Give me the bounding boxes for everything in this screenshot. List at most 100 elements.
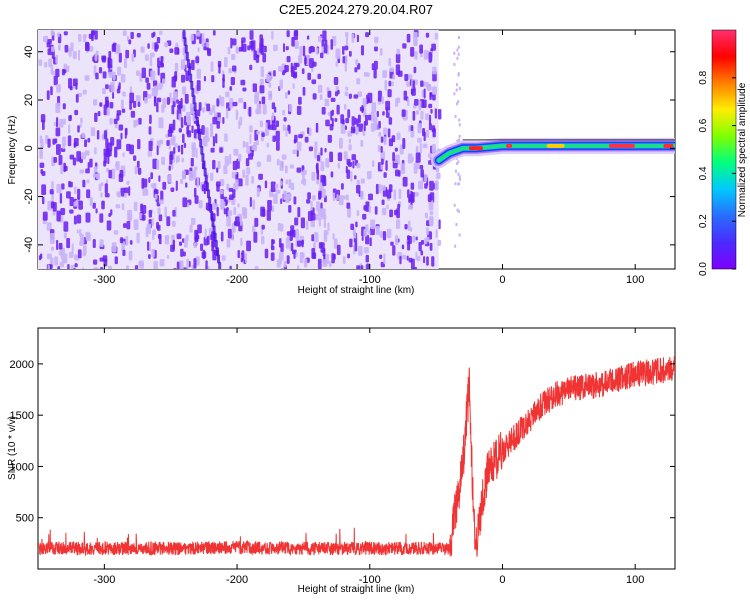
spectrogram-noise-cell xyxy=(105,99,110,108)
spectrogram-noise-cell xyxy=(356,184,361,194)
y-tick-label: 1000 xyxy=(10,461,34,473)
spectrogram-noise-cell xyxy=(85,168,90,174)
spectrogram-noise-cell xyxy=(63,221,69,232)
spectrogram-noise-cell xyxy=(273,44,278,52)
spectrogram-noise-cell xyxy=(181,170,186,180)
spectrogram-noise-cell xyxy=(204,127,209,138)
spectrogram-noise-cell xyxy=(356,78,361,85)
spectrogram-noise-cell xyxy=(370,219,376,230)
spectrogram-noise-cell xyxy=(70,264,75,269)
spectrogram-noise-cell xyxy=(323,43,328,54)
spectrogram-noise-cell xyxy=(304,258,308,268)
spectrogram-noise-cell xyxy=(56,239,59,251)
spectrogram-noise-cell xyxy=(297,207,301,218)
spectrogram-noise-cell xyxy=(356,210,360,217)
spectrogram-noise-cell xyxy=(197,224,202,234)
spectrogram-sparse-cell xyxy=(454,115,457,119)
spectrogram-streak-cell xyxy=(189,73,193,83)
spectrogram-noise-cell xyxy=(245,252,248,264)
spectrogram-noise-cell xyxy=(249,125,253,133)
spectrogram-noise-cell xyxy=(179,260,184,269)
spectrogram-noise-cell xyxy=(321,106,326,115)
spectrogram-noise-cell xyxy=(62,143,65,150)
spectrogram-noise-cell xyxy=(146,82,151,90)
spectrogram-noise-cell xyxy=(67,263,70,269)
spectrogram-noise-cell xyxy=(127,209,133,221)
spectrogram-noise-cell xyxy=(231,38,237,46)
spectrogram-noise-cell xyxy=(85,232,91,241)
spectrogram-noise-cell xyxy=(233,207,237,216)
spectrogram-noise-cell xyxy=(233,148,239,156)
spectrogram-noise-cell xyxy=(50,86,53,96)
spectrogram-noise-cell xyxy=(129,92,135,104)
spectrogram-noise-cell xyxy=(223,208,227,215)
spectrogram-noise-cell xyxy=(42,36,48,43)
spectrogram-noise-cell xyxy=(72,51,77,60)
spectrogram-noise-cell xyxy=(275,141,280,151)
spectrogram-noise-cell xyxy=(418,100,422,111)
spectrogram-noise-cell xyxy=(302,45,306,57)
snr-y-label: SNR (10 * v/v) xyxy=(7,416,18,480)
spectrogram-noise-cell xyxy=(356,265,361,269)
spectrogram-noise-cell xyxy=(112,92,115,99)
spectrogram-noise-cell xyxy=(86,179,90,184)
spectrogram-noise-cell xyxy=(39,162,45,169)
spectrogram-noise-cell xyxy=(379,254,383,259)
spectrogram-noise-cell xyxy=(285,237,291,249)
snr-y-ticks: 500 1000 1500 2000 xyxy=(10,359,675,525)
spectrogram-noise-cell xyxy=(168,165,171,171)
spectrogram-noise-cell xyxy=(106,220,112,231)
spectrogram-noise-cell xyxy=(135,70,140,76)
spectrogram-noise-cell xyxy=(267,199,272,211)
spectrogram-sparse-cell xyxy=(457,172,460,176)
spectrogram-noise-cell xyxy=(412,110,416,121)
spectrogram-noise-cell xyxy=(300,217,305,229)
spectrogram-noise-cell xyxy=(256,103,262,115)
spectrogram-noise-cell xyxy=(55,102,61,114)
spectrogram-noise-cell xyxy=(294,30,299,37)
spectrogram-noise-cell xyxy=(186,118,191,126)
spectrogram-noise-cell xyxy=(254,91,260,103)
spectrogram-noise-cell xyxy=(353,231,357,239)
spectrogram-sparse-cell xyxy=(453,92,456,96)
spectrogram-noise-cell xyxy=(94,53,98,61)
spectrogram-noise-cell xyxy=(196,31,201,37)
spectrogram-noise-cell xyxy=(351,116,355,126)
spectrogram-noise-cell xyxy=(423,131,426,142)
spectrogram-noise-cell xyxy=(176,155,180,163)
spectrogram-noise-cell xyxy=(110,81,115,93)
spectrogram-noise-cell xyxy=(287,193,292,200)
spectrogram-streak-cell xyxy=(204,174,208,184)
spectrogram-noise-cell xyxy=(132,100,137,108)
spectrogram-noise-cell xyxy=(186,130,192,138)
spectrogram-noise-cell xyxy=(368,230,371,235)
spectrogram-sparse-cell xyxy=(456,102,459,106)
spectrogram-x-ticks: -300 -200 -100 0 100 xyxy=(93,30,644,286)
spectrogram-noise-cell xyxy=(395,53,401,64)
spectrogram-noise-cell xyxy=(280,198,283,205)
spectrogram-noise-cell xyxy=(121,203,125,211)
spectrogram-noise-cell xyxy=(180,65,185,70)
spectrogram-noise-cell xyxy=(332,192,336,202)
spectrogram-noise-cell xyxy=(226,108,229,119)
spectrogram-noise-cell xyxy=(306,199,311,204)
spectrogram-noise-cell xyxy=(72,157,77,166)
spectrogram-noise-cell xyxy=(171,104,175,115)
spectrogram-noise-cell xyxy=(216,167,219,173)
spectrogram-noise-cell xyxy=(210,61,214,72)
spectrogram-noise-cell xyxy=(93,166,98,175)
spectrogram-noise-cell xyxy=(184,93,189,104)
spectrogram-noise-cell xyxy=(315,213,320,221)
spectrogram-noise-cell xyxy=(412,235,416,243)
spectrogram-noise-cell xyxy=(396,132,401,141)
spectrogram-noise-cell xyxy=(64,44,69,53)
spectrogram-noise-cell xyxy=(46,90,50,100)
spectrogram-noise-cell xyxy=(78,33,82,42)
snr-frame xyxy=(37,327,676,570)
spectrogram-noise-cell xyxy=(360,45,365,56)
spectrogram-noise-cell xyxy=(212,136,216,147)
spectrogram-noise-cell xyxy=(93,267,99,269)
spectrogram-noise-cell xyxy=(406,81,411,87)
spectrogram-streak-cell xyxy=(201,153,205,163)
spectrogram-noise-cell xyxy=(193,166,198,171)
